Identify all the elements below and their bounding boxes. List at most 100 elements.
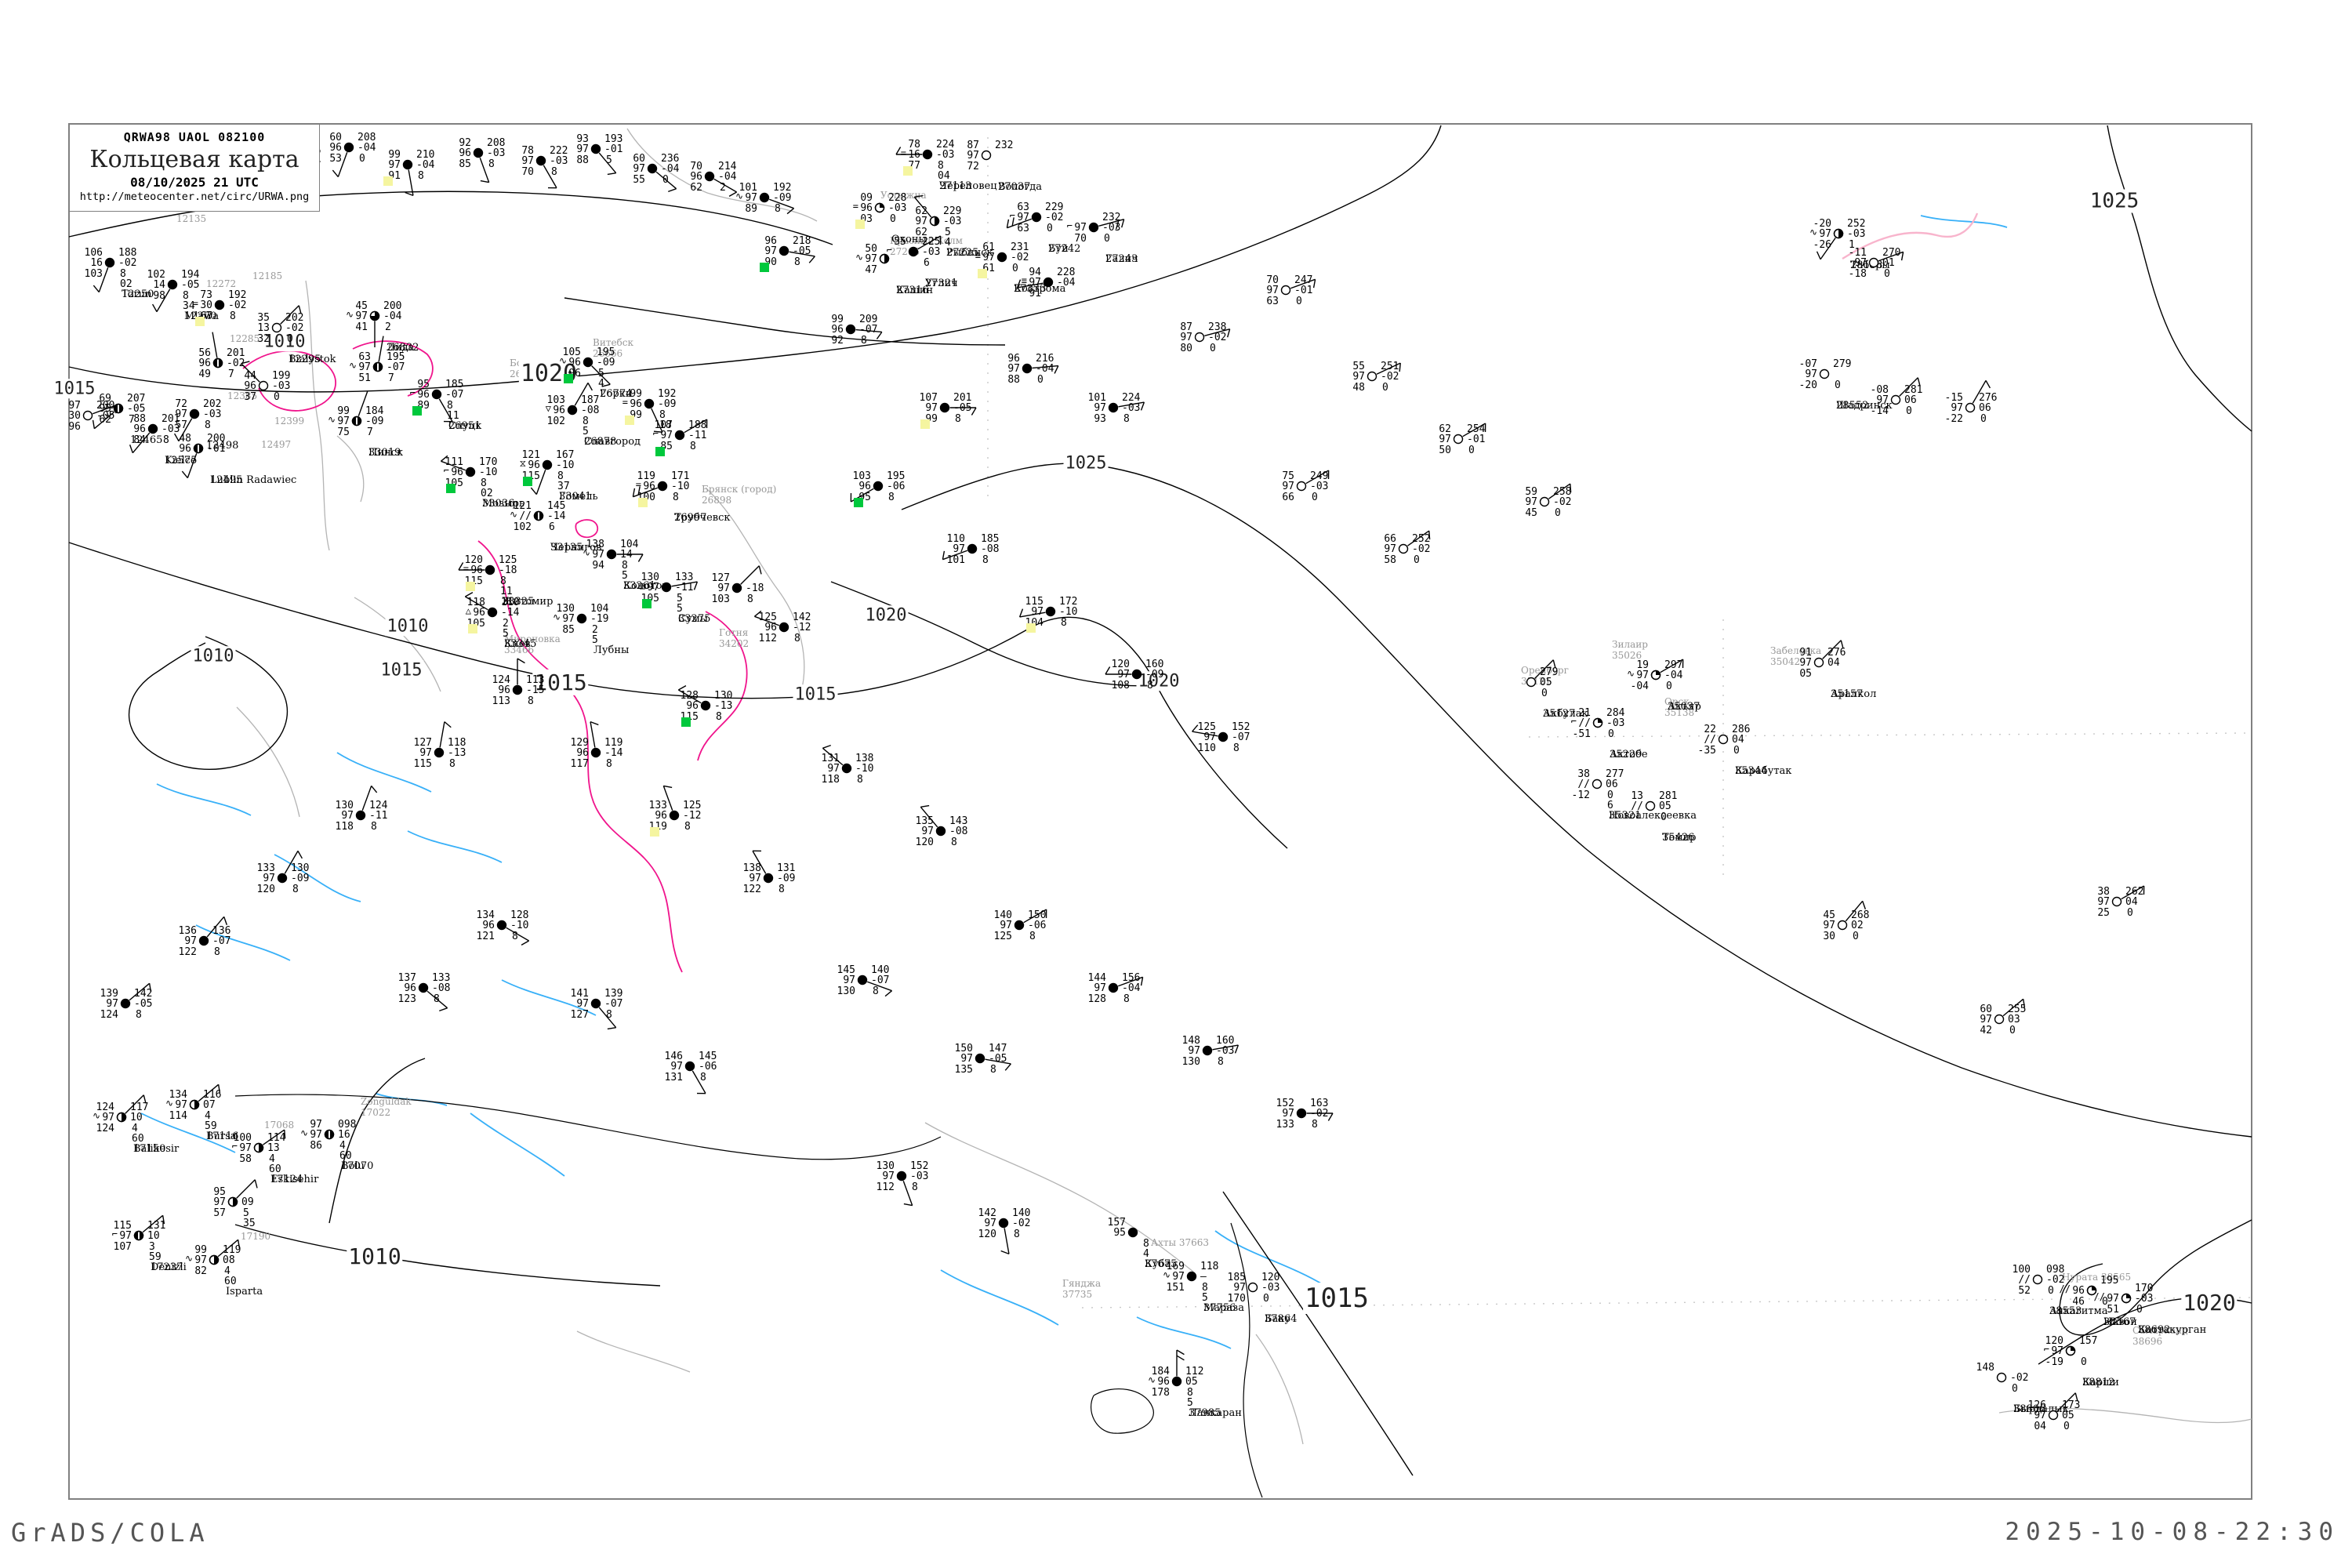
- pressure-tendency: -03: [1847, 228, 1866, 240]
- wind-barb-tick: [1176, 1355, 1185, 1361]
- wind-barb-shaft: [187, 452, 198, 478]
- wind-barb-shaft: [1899, 377, 1918, 397]
- cloud-cover-circle: [104, 257, 115, 268]
- station-temperature: 110: [946, 533, 965, 545]
- tendency-code: 0: [2009, 1025, 2016, 1036]
- pressure-tendency: -04: [358, 142, 376, 154]
- station-temperature: 87: [967, 140, 979, 151]
- station-dewpoint: 30: [1823, 931, 1835, 942]
- station-symbol: [981, 150, 992, 161]
- station-id-label: 12497: [261, 439, 292, 450]
- station-visibility: 97: [764, 245, 777, 257]
- station-dewpoint: 113: [492, 695, 510, 707]
- pressure-tendency: -02: [2010, 1372, 2029, 1384]
- station-dewpoint: 85: [562, 624, 575, 636]
- green-precip-marker: [412, 406, 422, 416]
- cloud-cover-circle: [485, 564, 495, 575]
- tendency-code: 6: [549, 521, 555, 533]
- wind-barb-tick: [1054, 365, 1059, 374]
- station-pressure: 152: [1232, 721, 1250, 733]
- pressure-tendency: 03: [2008, 1014, 2020, 1025]
- station-extra-value: 5: [592, 634, 598, 646]
- station-symbol: [2065, 1345, 2076, 1356]
- pressure-tendency: -01: [604, 143, 623, 155]
- station-visibility: 97: [102, 1112, 114, 1123]
- station-dewpoint: 91: [1029, 288, 1041, 299]
- cloud-cover-circle: [1108, 982, 1119, 993]
- wind-barb-shaft: [598, 152, 617, 174]
- cloud-cover-sector: [2126, 1294, 2131, 1298]
- wind-barb-tick: [1011, 217, 1014, 227]
- isobar-label: 1010: [262, 332, 307, 352]
- pressure-tendency: -04: [1057, 277, 1076, 289]
- station-symbol: [1718, 734, 1729, 745]
- wind-barb-tick: [637, 486, 641, 495]
- tendency-code: 8: [951, 837, 957, 848]
- cloud-cover-circle: [1453, 434, 1464, 445]
- station-dewpoint: 88: [576, 154, 589, 166]
- station-pressure: 116: [203, 1089, 222, 1101]
- station-dewpoint: 46: [2072, 1296, 2085, 1308]
- station-symbol: [1539, 483, 1572, 507]
- station-pressure: 160: [1145, 659, 1164, 670]
- station-symbol: [678, 684, 711, 711]
- station-visibility: 97: [576, 998, 589, 1010]
- tendency-code: 0: [1835, 379, 1841, 391]
- pressure-tendency: -01: [1294, 285, 1313, 296]
- station-visibility: 97: [1951, 402, 1963, 414]
- station-extra-value: 5: [1202, 1292, 1208, 1304]
- station-temperature: 87: [1180, 321, 1192, 333]
- station-temperature: 78: [908, 139, 920, 151]
- station-extra-value: 4: [598, 378, 604, 390]
- station-temperature: 45: [1823, 909, 1835, 921]
- station-id-label: Витебск: [593, 337, 634, 348]
- station-temperature: 62: [915, 205, 927, 217]
- cloud-cover-circle: [845, 324, 856, 335]
- tendency-code: 4: [269, 1153, 275, 1165]
- station-dewpoint: 80: [1180, 343, 1192, 354]
- station-visibility: 97: [521, 155, 534, 167]
- country-border-line: [236, 706, 300, 818]
- station-id-label: 33466: [504, 644, 535, 655]
- country-border-line: [576, 1330, 691, 1373]
- station-temperature: 103: [852, 470, 871, 482]
- cloud-cover-circle: [1994, 1014, 2005, 1025]
- station-pressure: 112: [1185, 1366, 1204, 1377]
- tendency-code: 3: [149, 1241, 155, 1253]
- tendency-code: 8: [1014, 1229, 1020, 1240]
- present-weather-icon: △: [639, 580, 645, 591]
- station-pressure: 156: [1122, 972, 1141, 984]
- station-temperature: 129: [570, 737, 589, 749]
- station-id-label: 35138: [1664, 707, 1695, 718]
- wind-barb-tick: [2022, 999, 2026, 1008]
- country-border-line: [305, 280, 330, 551]
- station-symbol: [1996, 1372, 2007, 1383]
- station-visibility: 13: [257, 322, 270, 334]
- cloud-cover-circle: [1186, 1271, 1197, 1282]
- pressure-tendency: -02: [1381, 371, 1399, 383]
- station-pressure: 114: [267, 1132, 286, 1144]
- wind-barb-shaft: [465, 596, 488, 611]
- cloud-cover-circle: [1645, 800, 1656, 811]
- station-visibility: 95: [1113, 1227, 1126, 1239]
- station-temperature: 115: [1025, 596, 1044, 608]
- pressure-tendency: -09: [777, 873, 796, 884]
- present-weather-icon: △: [465, 605, 471, 616]
- tendency-code: 8: [583, 416, 589, 427]
- station-symbol: [1837, 900, 1867, 931]
- station-visibility: 97: [1233, 1282, 1246, 1294]
- station-symbol: [920, 804, 946, 837]
- station-symbol: [576, 613, 587, 624]
- station-symbol: [1016, 277, 1054, 289]
- station-visibility: 97: [1117, 669, 1130, 681]
- station-dewpoint: 110: [1197, 742, 1216, 754]
- station-temperature: 139: [100, 988, 118, 1000]
- pressure-tendency: -09: [658, 398, 677, 410]
- present-weather-icon: ∿: [558, 355, 567, 366]
- present-weather-icon: =: [463, 563, 469, 574]
- station-visibility: 96: [473, 607, 485, 619]
- wind-barb-shaft: [917, 235, 941, 250]
- station-pressure: 201: [953, 392, 972, 404]
- wind-barb-shaft: [98, 267, 109, 292]
- wind-barb-shaft: [754, 615, 780, 626]
